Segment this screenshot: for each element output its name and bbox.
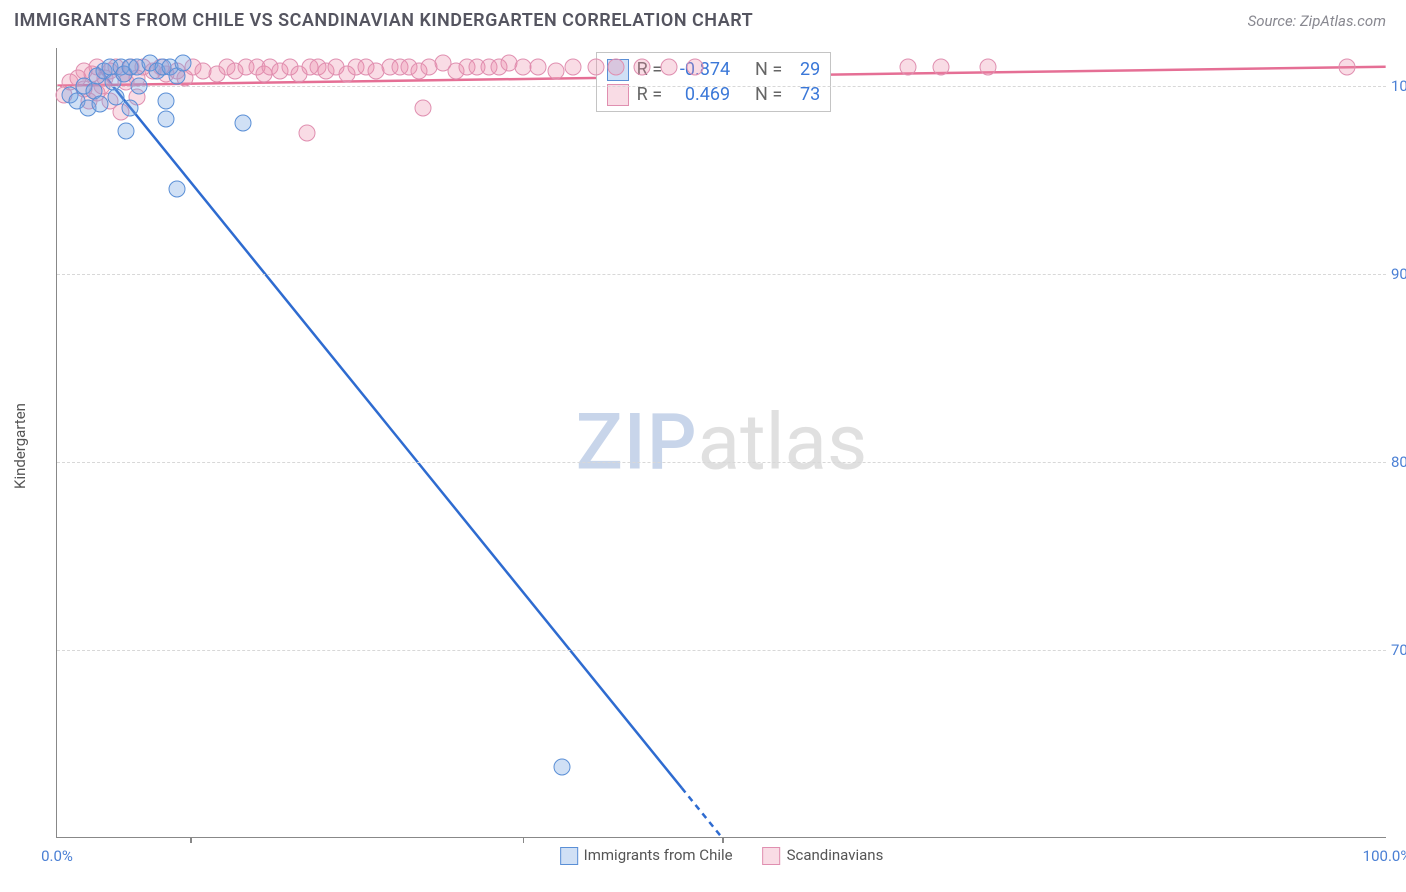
watermark-zip: ZIP <box>576 397 698 488</box>
y-tick-label: 90.0% <box>1391 265 1406 283</box>
n-value: 29 <box>790 57 820 82</box>
correlation-legend: R =-0.874 N =29R =0.469 N =73 <box>596 52 832 112</box>
scatter-point-scandinavians <box>607 58 624 75</box>
gridline <box>57 274 1386 275</box>
y-axis-label: Kindergarten <box>11 403 29 489</box>
scatter-point-chile <box>168 181 185 198</box>
scatter-point-chile <box>235 115 252 132</box>
scatter-point-chile <box>158 92 175 109</box>
legend-swatch <box>607 84 629 106</box>
gridline <box>57 86 1386 87</box>
x-tick-label: 100.0% <box>1363 847 1406 865</box>
scatter-point-scandinavians <box>530 58 547 75</box>
y-tick-label: 80.0% <box>1391 453 1406 471</box>
legend-swatch <box>560 847 578 865</box>
watermark: ZIPatlas <box>576 397 868 488</box>
scatter-point-chile <box>158 111 175 128</box>
y-tick-label: 100.0% <box>1391 77 1406 95</box>
scatter-point-chile <box>118 122 135 139</box>
x-tick-mark <box>722 837 724 843</box>
chart-plot-area: ZIPatlas R =-0.874 N =29R =0.469 N =73 I… <box>56 48 1386 838</box>
x-tick-mark <box>190 837 192 843</box>
scatter-point-chile <box>554 758 571 775</box>
legend-item: Immigrants from Chile <box>560 846 733 865</box>
gridline <box>57 650 1386 651</box>
scatter-point-scandinavians <box>514 58 531 75</box>
scatter-point-scandinavians <box>414 100 431 117</box>
scatter-point-chile <box>175 55 192 72</box>
scatter-point-chile <box>131 77 148 94</box>
scatter-point-chile <box>91 96 108 113</box>
series-legend: Immigrants from Chile Scandinavians <box>560 846 884 865</box>
scatter-point-scandinavians <box>547 62 564 79</box>
gridline <box>57 462 1386 463</box>
legend-item: Scandinavians <box>763 846 884 865</box>
chart-title: IMMIGRANTS FROM CHILE VS SCANDINAVIAN KI… <box>14 10 753 31</box>
legend-label: Scandinavians <box>787 846 884 864</box>
n-label: N = <box>755 57 782 82</box>
scatter-point-scandinavians <box>587 58 604 75</box>
scatter-point-scandinavians <box>660 58 677 75</box>
x-tick-label: 0.0% <box>41 847 73 865</box>
trendlines-svg <box>57 48 1386 837</box>
watermark-atlas: atlas <box>698 397 868 488</box>
y-tick-label: 70.0% <box>1391 641 1406 659</box>
scatter-point-scandinavians <box>900 58 917 75</box>
scatter-point-chile <box>122 100 139 117</box>
legend-label: Immigrants from Chile <box>584 846 733 864</box>
legend-swatch <box>763 847 781 865</box>
scatter-point-scandinavians <box>634 58 651 75</box>
scatter-point-scandinavians <box>687 58 704 75</box>
scatter-point-chile <box>107 88 124 105</box>
x-tick-mark <box>523 837 525 843</box>
scatter-point-scandinavians <box>1339 58 1356 75</box>
scatter-point-scandinavians <box>933 58 950 75</box>
scatter-point-scandinavians <box>565 58 582 75</box>
scatter-point-scandinavians <box>980 58 997 75</box>
source-label: Source: ZipAtlas.com <box>1248 12 1386 30</box>
scatter-point-scandinavians <box>299 124 316 141</box>
